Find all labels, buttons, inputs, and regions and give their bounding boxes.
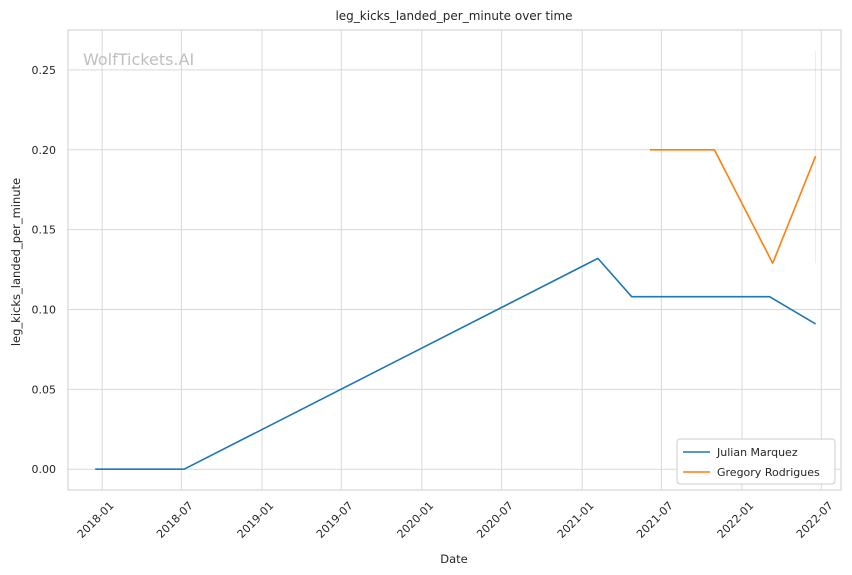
series-line-0 xyxy=(95,257,817,471)
y-tick-label: 0.25 xyxy=(32,64,57,77)
plot-area xyxy=(67,29,842,491)
watermark: WolfTickets.AI xyxy=(83,50,194,69)
x-tick-label: 2021-07 xyxy=(634,499,676,541)
y-tick-label: 0.20 xyxy=(32,144,57,157)
series-lines xyxy=(95,149,817,471)
legend: Julian Marquez Gregory Rodrigues xyxy=(676,438,836,485)
y-axis-label: leg_kicks_landed_per_minute xyxy=(9,178,23,346)
x-tick-label: 2018-01 xyxy=(75,499,117,541)
y-tick-label: 0.00 xyxy=(32,463,57,476)
y-tick-label: 0.15 xyxy=(32,224,57,237)
x-tick-label: 2021-01 xyxy=(555,499,597,541)
x-axis-ticks: 2018-01 2018-07 2019-01 2019-07 2020-01 2020-… xyxy=(75,499,836,541)
x-tick-label: 2020-07 xyxy=(474,499,516,541)
legend-box xyxy=(676,438,836,485)
x-tick-label: 2019-07 xyxy=(314,499,356,541)
legend-label: Julian Marquez xyxy=(716,446,798,459)
series-line-1 xyxy=(650,149,817,265)
grid xyxy=(68,30,841,490)
x-tick-label: 2022-01 xyxy=(715,499,757,541)
y-tick-label: 0.10 xyxy=(32,304,57,317)
x-tick-label: 2019-01 xyxy=(235,499,277,541)
legend-label: Gregory Rodrigues xyxy=(717,466,820,479)
x-axis-label: Date xyxy=(440,552,468,566)
x-tick-label: 2020-01 xyxy=(395,499,437,541)
y-axis-ticks: 0.00 0.05 0.10 0.15 0.20 0.25 xyxy=(32,64,57,476)
x-tick-label: 2018-07 xyxy=(154,499,196,541)
chart-title: leg_kicks_landed_per_minute over time xyxy=(335,9,572,23)
x-tick-label: 2022-07 xyxy=(794,499,836,541)
y-tick-label: 0.05 xyxy=(32,383,57,396)
